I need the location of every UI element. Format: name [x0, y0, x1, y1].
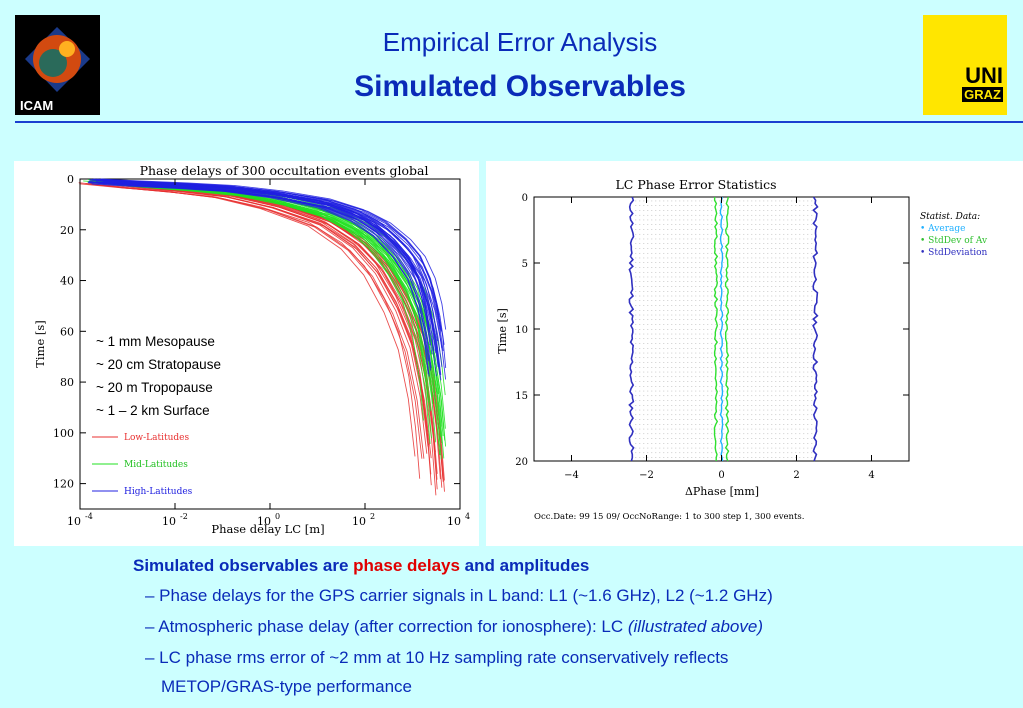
stat-curve [713, 196, 719, 461]
x-tick-exponent: 4 [465, 512, 470, 521]
x-tick-label: 10 [257, 515, 271, 528]
axis-group: 0 5 10 15 20 −4 −2 0 2 4 [515, 193, 909, 481]
x-tick-label: 10 [67, 515, 81, 528]
stat-curve [719, 196, 724, 462]
x-tick-exponent: -2 [180, 512, 188, 521]
delay-curve [92, 178, 434, 329]
y-tick-label: 80 [60, 376, 74, 389]
uni-label: UNI [965, 63, 1003, 88]
y-tick-label: 120 [53, 478, 74, 491]
delay-curve [95, 181, 437, 377]
heading-part1: Simulated observables are [133, 556, 354, 575]
y-tick-label: 20 [515, 457, 528, 468]
legend-title: Statist. Data: [920, 212, 980, 222]
phase-delay-chart: Phase delays of 300 occultation events g… [33, 163, 470, 536]
legend-low: Low-Latitudes [124, 433, 189, 443]
delay-curve [99, 179, 441, 330]
delay-curve [89, 179, 431, 346]
y-axis-label: Time [s] [33, 320, 47, 368]
x-tick-label: 2 [793, 470, 799, 481]
x-tick-label: −4 [564, 470, 579, 481]
y-tick-label: 10 [515, 325, 528, 336]
y-tick-label: 0 [67, 173, 74, 186]
y-tick-label: 20 [60, 224, 74, 237]
y-tick-label: 40 [60, 275, 74, 288]
legend: Statist. Data: • Average • StdDev of Av … [920, 212, 988, 258]
x-tick-exponent: -4 [85, 512, 93, 521]
x-tick-label: 10 [447, 515, 461, 528]
delay-curve [87, 182, 429, 375]
heading-highlight: phase delays [353, 556, 460, 575]
annotation-tropopause: ~ 20 m Tropopause [96, 380, 213, 395]
annotation-mesopause: ~ 1 mm Mesopause [96, 334, 215, 349]
x-tick-exponent: 2 [370, 512, 375, 521]
legend-average: • Average [920, 224, 965, 234]
x-tick-label: 10 [352, 515, 366, 528]
annotation-surface: ~ 1 – 2 km Surface [96, 403, 210, 418]
x-axis-label: Phase delay LC [m] [211, 522, 324, 536]
icam-label: ICAM [20, 98, 54, 113]
bullet-rms-error-cont: METOP/GRAS-type performance [161, 677, 412, 696]
legend-stddev-av: • StdDev of Av [920, 236, 988, 246]
bullet-rms-error: – LC phase rms error of ~2 mm at 10 Hz s… [145, 648, 729, 667]
x-tick-label: −2 [639, 470, 654, 481]
chart-title: Phase delays of 300 occultation events g… [140, 163, 429, 178]
y-tick-label: 100 [53, 427, 74, 440]
legend-stddeviation: • StdDeviation [920, 248, 987, 258]
curve-group [628, 196, 819, 462]
uni-graz-logo: UNI GRAZ [923, 15, 1007, 115]
stat-curve [628, 196, 635, 462]
x-tick-exponent: 0 [275, 512, 280, 521]
y-tick-label: 15 [515, 391, 528, 402]
x-axis-label: ΔPhase [mm] [685, 485, 759, 498]
globe-logo-icon [25, 27, 90, 92]
x-tick-label: 10 [162, 515, 176, 528]
y-axis-label: Time [s] [496, 308, 509, 354]
stat-curve [812, 196, 819, 462]
delay-curve [105, 183, 447, 447]
chart-footnote: Occ.Date: 99 15 09/ OccNoRange: 1 to 300… [534, 512, 805, 522]
phase-error-chart-panel: LC Phase Error Statistics 0 5 10 15 20 −4 −2 0 2… [486, 161, 1023, 546]
page-title: Empirical Error Analysis [382, 27, 658, 57]
bullet-atmospheric: – Atmospheric phase delay (after correct… [145, 617, 763, 637]
graz-label: GRAZ [962, 87, 1003, 102]
x-tick-label: 4 [868, 470, 874, 481]
legend: Low-Latitudes Mid-Latitudes High-Latitud… [92, 433, 193, 497]
stat-curve [724, 196, 730, 462]
chart-title: LC Phase Error Statistics [616, 177, 777, 192]
summary-heading: Simulated observables are phase delays a… [133, 556, 589, 576]
curve-group [78, 178, 447, 496]
delay-curve [101, 182, 443, 444]
phase-delay-chart-panel: Phase delays of 300 occultation events g… [14, 161, 479, 546]
x-tick-label: 0 [718, 470, 724, 481]
annotation-list: ~ 1 mm Mesopause ~ 20 cm Stratopause ~ 2… [96, 330, 221, 422]
y-tick-label: 60 [60, 325, 74, 338]
delay-curve [96, 180, 438, 474]
y-tick-label: 5 [522, 259, 528, 270]
heading-part2: and amplitudes [459, 556, 590, 575]
legend-high: High-Latitudes [124, 487, 193, 497]
delay-curve [87, 183, 425, 459]
delay-curve [100, 181, 442, 331]
page-subtitle: Simulated Observables [354, 70, 686, 103]
bullet2-italic: (illustrated above) [627, 617, 763, 636]
icam-logo: ICAM [15, 15, 100, 115]
bullet2-main: – Atmospheric phase delay (after correct… [145, 617, 628, 636]
header-divider [15, 121, 1023, 123]
phase-error-chart: LC Phase Error Statistics 0 5 10 15 20 −4 −2 0 2… [496, 177, 988, 522]
legend-mid: Mid-Latitudes [124, 460, 188, 470]
y-tick-label: 0 [522, 193, 528, 204]
bullet-phase-delays: – Phase delays for the GPS carrier signa… [145, 586, 773, 605]
annotation-stratopause: ~ 20 cm Stratopause [96, 357, 221, 372]
